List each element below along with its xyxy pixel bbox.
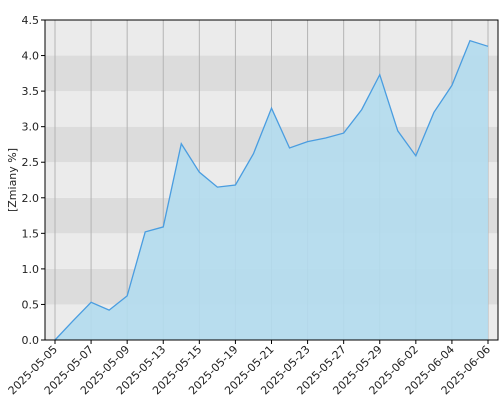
- y-tick-label: 0.0: [22, 334, 40, 347]
- y-tick-label: 0.5: [22, 298, 40, 311]
- y-tick-label: 1.0: [22, 263, 40, 276]
- y-tick-label: 4.5: [22, 14, 40, 27]
- y-tick-label: 3.5: [22, 85, 40, 98]
- area: [55, 40, 488, 340]
- y-tick-label: 4.0: [22, 50, 40, 63]
- plot-frame: [44, 19, 499, 341]
- y-axis-label: [Zmiany %]: [6, 148, 19, 212]
- y-tick-label: 1.5: [22, 227, 40, 240]
- y-tick-label: 3.0: [22, 121, 40, 134]
- y-tick-label: 2.0: [22, 192, 40, 205]
- y-tick-label: 2.5: [22, 156, 40, 169]
- line: [54, 39, 489, 341]
